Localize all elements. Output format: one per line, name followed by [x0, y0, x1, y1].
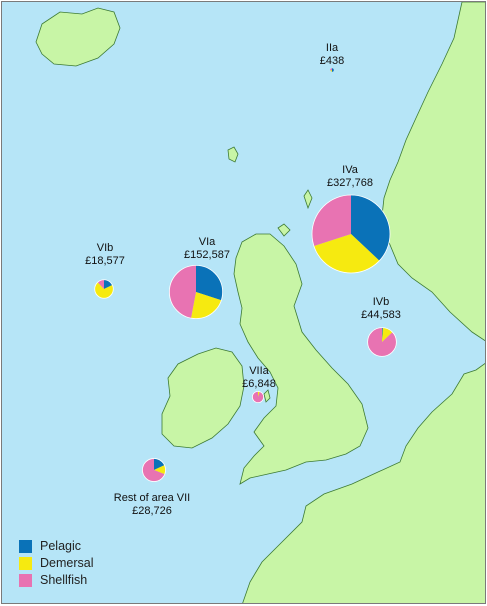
land-iceland: [35, 7, 121, 67]
land-masses: [35, 2, 485, 603]
area-name: IVb: [372, 296, 390, 308]
area-value: £152,587: [184, 249, 230, 261]
legend-item-shellfish: Shellfish: [19, 572, 94, 588]
area-value: £438: [319, 55, 345, 67]
area-value: £44,583: [361, 309, 401, 321]
land-faroes: [227, 146, 239, 163]
pie-slice-demersal: [382, 327, 393, 342]
area-label-via: VIa £152,587: [184, 236, 230, 262]
area-value: £327,768: [327, 177, 373, 189]
pie-ivb: [367, 327, 397, 357]
pie-via: [168, 264, 224, 320]
area-name: VIa: [198, 236, 216, 248]
area-value: £18,577: [85, 255, 125, 267]
pie-slice-shellfish: [367, 327, 397, 357]
area-label-iia: IIa £438: [320, 42, 344, 68]
pie-slice-pelagic: [154, 458, 165, 470]
pie-slice-pelagic: [382, 327, 383, 342]
area-label-viia: VIIa £6,848: [242, 365, 276, 391]
area-name: IVa: [342, 164, 358, 176]
pie-outline: [251, 390, 265, 404]
pie-vii: [142, 458, 166, 482]
land-shetland: [303, 189, 313, 210]
pie-slice-shellfish: [330, 68, 332, 71]
pie-slice-demersal: [191, 292, 222, 319]
pie-slice-pelagic: [104, 279, 113, 289]
pie-slice-demersal: [313, 234, 380, 273]
pie-slice-demersal: [154, 465, 166, 475]
pie-slice-pelagic: [332, 68, 334, 72]
legend-label: Shellfish: [40, 573, 88, 587]
area-name: IIa: [325, 42, 339, 54]
area-label-rest-vii: Rest of area VII £28,726: [114, 492, 190, 518]
pie-outline: [94, 279, 114, 299]
pie-slice-pelagic: [351, 195, 390, 261]
pie-outline: [367, 327, 397, 357]
legend: Pelagic Demersal Shellfish: [19, 538, 94, 589]
pie-charts: [94, 68, 397, 482]
legend-swatch-demersal: [19, 556, 32, 570]
land-isle-of-man: [263, 389, 271, 403]
pie-outline: [142, 458, 166, 482]
legend-item-pelagic: Pelagic: [19, 538, 94, 554]
pie-slice-demersal: [94, 282, 114, 299]
area-label-ivb: IVb £44,583: [361, 296, 401, 322]
pie-iva: [311, 194, 391, 274]
pie-iia: [330, 68, 334, 72]
area-value: £28,726: [132, 505, 172, 517]
pie-slice-demersal: [258, 391, 260, 397]
land-ireland: [161, 347, 245, 449]
pie-slice-pelagic: [196, 265, 223, 301]
legend-item-demersal: Demersal: [19, 555, 94, 571]
pie-viia: [251, 390, 265, 404]
area-name: Rest of area VII: [113, 492, 191, 504]
area-label-iva: IVa £327,768: [327, 164, 373, 190]
pie-outline: [311, 194, 391, 274]
area-name: VIIa: [249, 365, 269, 377]
area-value: £6,848: [242, 378, 276, 390]
legend-label: Demersal: [40, 556, 94, 570]
land-orkney: [277, 223, 291, 237]
pie-outline: [168, 264, 224, 320]
legend-swatch-pelagic: [19, 539, 32, 553]
pie-slice-shellfish: [169, 265, 196, 319]
pie-slice-demersal: [330, 70, 332, 72]
legend-swatch-shellfish: [19, 573, 32, 587]
area-label-vib: VIb £18,577: [85, 242, 125, 268]
pie-slice-shellfish: [252, 391, 264, 403]
pie-slice-shellfish: [97, 279, 104, 289]
legend-label: Pelagic: [40, 539, 81, 553]
pie-slice-shellfish: [142, 458, 165, 482]
area-name: VIb: [96, 242, 114, 254]
pie-vib: [94, 279, 114, 299]
land-continent: [242, 362, 485, 603]
pie-slice-shellfish: [311, 195, 351, 247]
land-great-britain: [233, 233, 369, 485]
